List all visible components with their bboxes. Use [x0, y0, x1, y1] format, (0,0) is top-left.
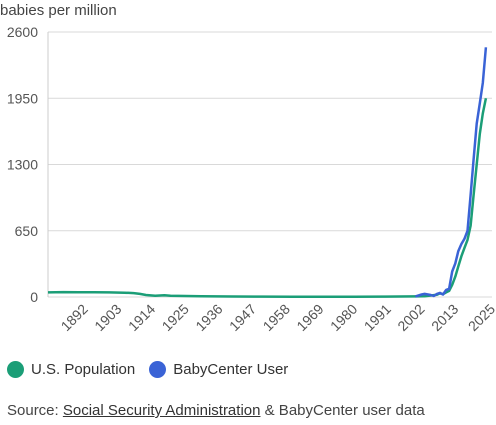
chart-plot: 0 650 1300 1950 2600 1892 1903 1914 1925 1936 194… [7, 24, 496, 334]
legend-swatch-babycenter-user [149, 361, 167, 378]
y-tick-label-1300: 1300 [7, 157, 38, 173]
legend-item-us-population[interactable]: U.S. Population [7, 361, 135, 378]
x-tick-label-1969: 1969 [293, 301, 326, 334]
legend: U.S. Population BabyCenter User [7, 361, 302, 378]
legend-swatch-us-population [7, 361, 24, 378]
y-tick-label-2600: 2600 [7, 24, 38, 40]
x-tick-label-1925: 1925 [159, 301, 192, 334]
y-tick-label-0: 0 [30, 289, 38, 305]
x-tick-label-1958: 1958 [260, 301, 293, 334]
y-axis-label: babies per million [0, 2, 117, 19]
x-tick-label-2013: 2013 [428, 301, 461, 334]
x-tick-label-1991: 1991 [361, 301, 394, 334]
series-line-babycenter-user [415, 47, 488, 298]
x-tick-label-1914: 1914 [125, 301, 158, 334]
y-tick-label-1950: 1950 [7, 90, 38, 106]
x-tick-label-2025: 2025 [465, 301, 496, 334]
legend-label-babycenter-user: BabyCenter User [173, 361, 289, 378]
source-note: Source: Social Security Administration &… [7, 402, 425, 419]
legend-item-babycenter-user[interactable]: BabyCenter User [149, 361, 288, 378]
series-line-u-s-population [47, 98, 488, 298]
source-suffix: & BabyCenter user data [260, 402, 425, 419]
legend-label-us-population: U.S. Population [31, 361, 136, 378]
y-tick-label-650: 650 [15, 223, 39, 239]
source-link[interactable]: Social Security Administration [62, 402, 261, 419]
x-tick-label-1936: 1936 [192, 301, 225, 334]
x-tick-label-1980: 1980 [327, 301, 360, 334]
x-tick-label-2002: 2002 [394, 301, 427, 334]
x-tick-label-1892: 1892 [58, 301, 91, 334]
source-prefix: Source: [7, 402, 63, 419]
x-tick-label-1903: 1903 [91, 301, 124, 334]
x-tick-label-1947: 1947 [226, 301, 259, 334]
